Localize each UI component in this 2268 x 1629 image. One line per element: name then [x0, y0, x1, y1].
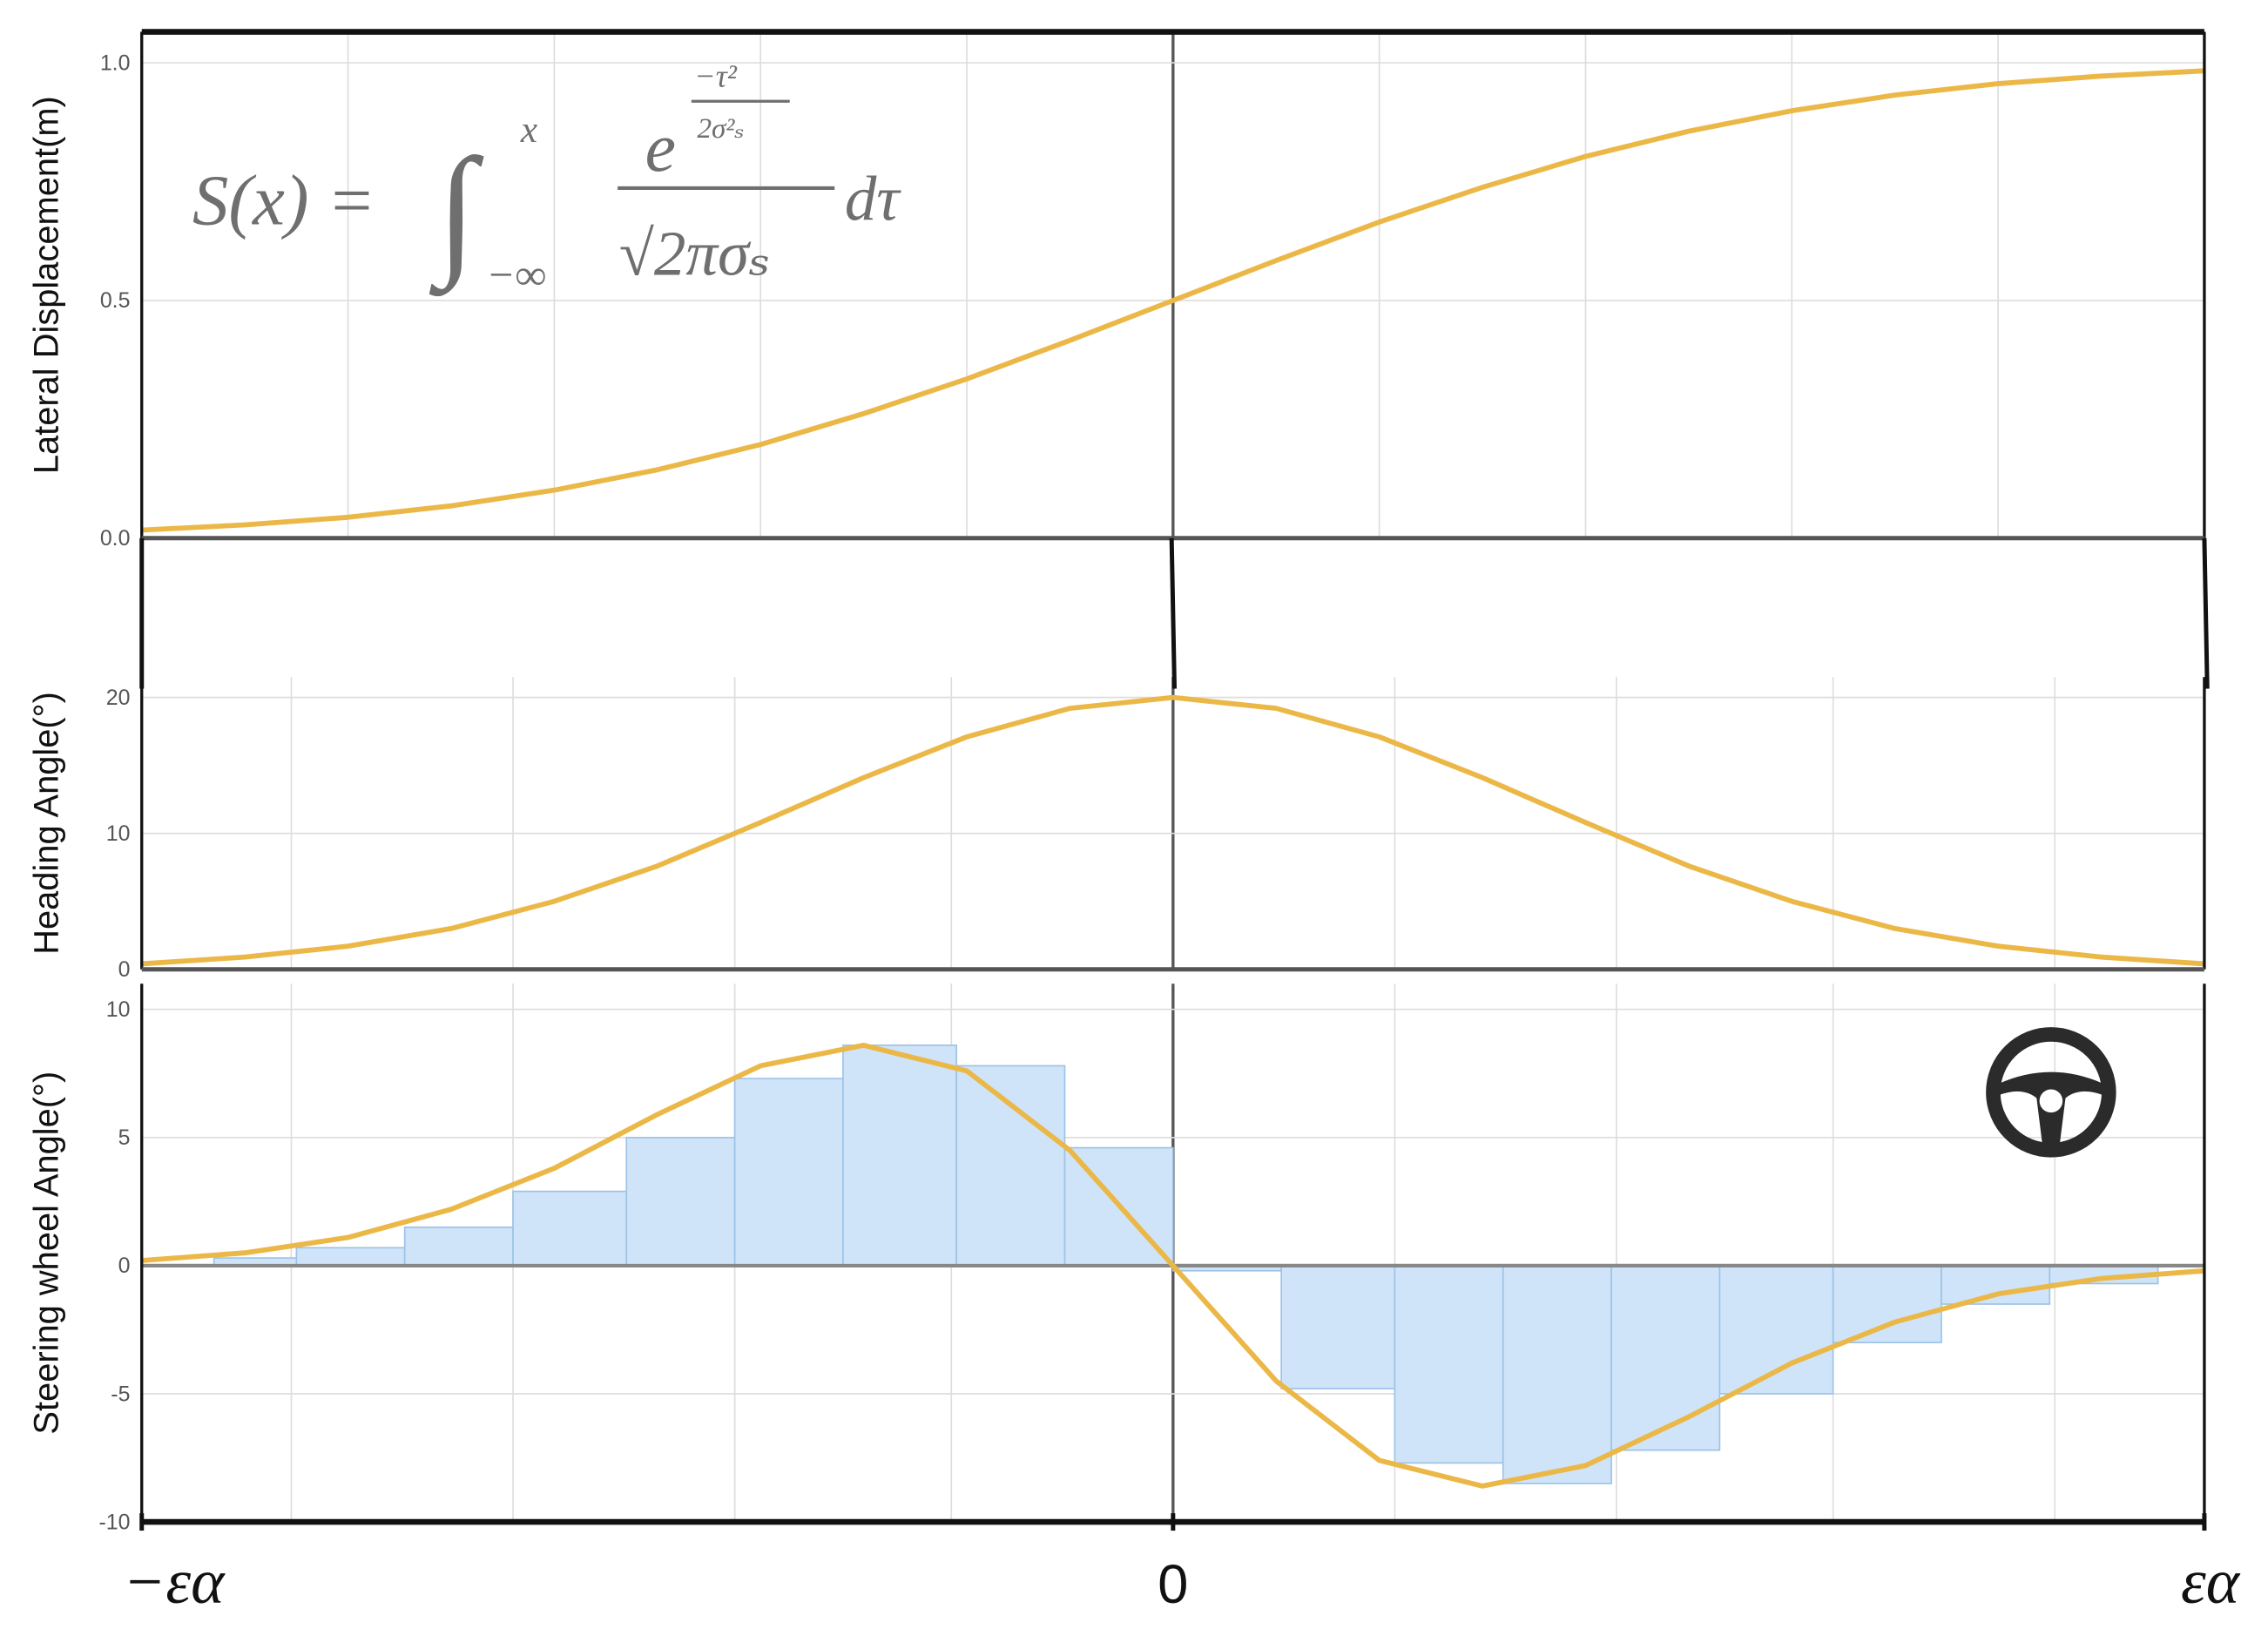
formula-lhs: S(x) = [192, 159, 375, 240]
wheel-hub [2039, 1089, 2063, 1113]
y-axis-label: Lateral Displacement(m) [27, 96, 65, 474]
formula-differential: dτ [845, 163, 902, 233]
histogram-bar [733, 1078, 844, 1267]
histogram-bar [625, 1136, 736, 1267]
histogram-bar [1832, 1265, 1942, 1343]
histogram-bar [512, 1190, 628, 1267]
wheel-rim [1986, 1027, 2116, 1158]
histogram-bar [1610, 1265, 1721, 1451]
y-tick-label: 5 [118, 1125, 131, 1150]
formula-upper: x [520, 110, 537, 151]
histogram-bar [295, 1247, 406, 1267]
histogram-bar [1502, 1265, 1612, 1484]
steering-wheel-icon [1986, 1027, 2116, 1158]
y-tick-label: 20 [106, 686, 131, 710]
y-axis-label: Steering wheel Angle(°) [27, 1071, 65, 1435]
y-tick-label: -10 [98, 1510, 130, 1534]
panel-connector [1169, 537, 1177, 689]
y-axis-label: Heading Angle(°) [27, 692, 65, 955]
formula-base: e [645, 110, 676, 186]
y-tick-label: 0.5 [100, 288, 131, 313]
y-tick-label: 1.0 [100, 51, 131, 75]
histogram-bar [1394, 1265, 1504, 1464]
x-tick-label: 0 [1158, 1554, 1188, 1615]
formula-lower: −∞ [486, 251, 546, 299]
histogram-bar [403, 1226, 514, 1267]
line-series [141, 1043, 2205, 1489]
formula: S(x) = ∫ x −∞ e −τ² 2σ²ₛ √2πσₛ dτ [192, 58, 902, 300]
y-tick-label: -5 [111, 1382, 130, 1406]
formula-denominator: √2πσₛ [619, 219, 771, 289]
panel-connector [2202, 537, 2210, 689]
y-tick-label: 0.0 [100, 526, 131, 551]
histogram-bar [1718, 1265, 1834, 1395]
y-tick-label: 10 [106, 997, 131, 1022]
line-series [141, 694, 2205, 967]
formula-integral: ∫ [429, 129, 484, 297]
histogram-bar [955, 1065, 1066, 1267]
x-tick-label: −εα [123, 1546, 226, 1617]
x-tick-label: εα [2181, 1546, 2241, 1617]
formula-exp-den: 2σ²ₛ [697, 112, 744, 145]
y-tick-label: 10 [106, 821, 131, 846]
histogram-bar [1280, 1265, 1396, 1389]
y-tick-label: 0 [118, 1254, 131, 1278]
histogram-bar [842, 1044, 958, 1267]
histogram-bar [1941, 1265, 2051, 1305]
y-tick-label: 0 [118, 957, 131, 982]
formula-exp-num: −τ² [694, 58, 738, 94]
line-series [141, 68, 2205, 533]
